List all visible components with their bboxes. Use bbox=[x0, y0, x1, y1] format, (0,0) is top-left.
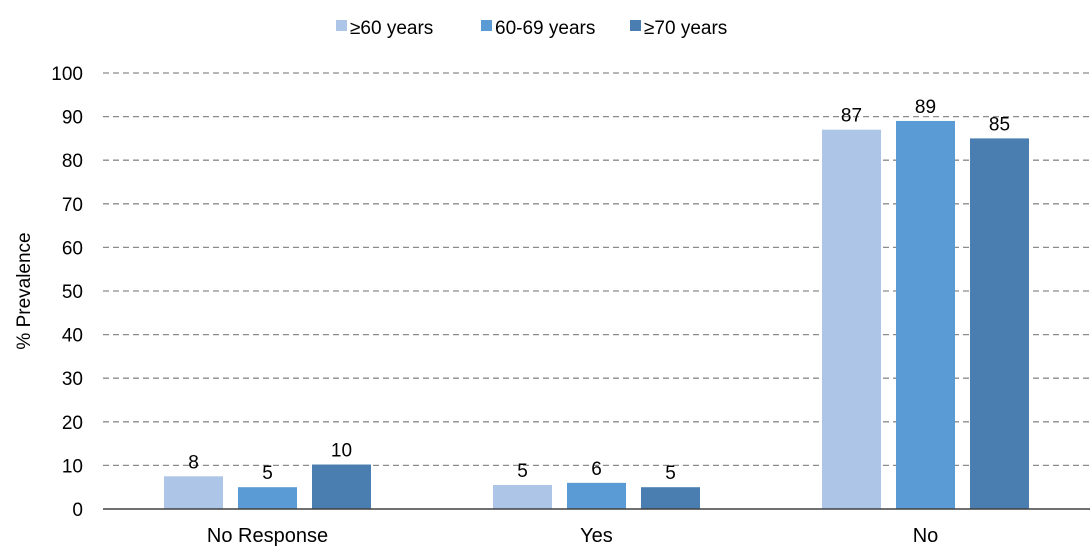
legend: ≥60 years 60-69 years ≥70 years bbox=[336, 18, 727, 39]
bar bbox=[970, 138, 1029, 509]
bar bbox=[164, 476, 223, 509]
data-label: 8 bbox=[188, 452, 199, 473]
data-label: 5 bbox=[517, 461, 528, 482]
legend-label: ≥70 years bbox=[644, 18, 727, 39]
y-tick-label: 10 bbox=[62, 456, 83, 477]
axes: 0 10 20 30 40 50 60 70 80 90 100 No Response Yes No bbox=[51, 64, 1090, 547]
y-tick-label: 50 bbox=[62, 282, 83, 303]
data-label: 10 bbox=[331, 441, 352, 462]
y-tick-label: 20 bbox=[62, 413, 83, 434]
x-category-label: No Response bbox=[207, 525, 328, 547]
bar bbox=[493, 485, 552, 509]
y-tick-label: 30 bbox=[62, 369, 83, 390]
data-label: 89 bbox=[915, 97, 936, 118]
bar bbox=[896, 120, 955, 510]
bar bbox=[312, 464, 371, 509]
legend-label: ≥60 years bbox=[350, 18, 433, 39]
bar bbox=[238, 487, 297, 509]
y-tick-label: 0 bbox=[72, 500, 83, 521]
data-label: 6 bbox=[591, 459, 602, 480]
legend-swatch bbox=[336, 20, 347, 31]
y-tick-label: 80 bbox=[62, 151, 83, 172]
bar bbox=[567, 482, 626, 509]
y-tick-label: 70 bbox=[62, 195, 83, 216]
data-label: 85 bbox=[989, 114, 1010, 135]
gridlines bbox=[103, 72, 1090, 467]
legend-swatch bbox=[481, 20, 492, 31]
legend-label: 60-69 years bbox=[495, 18, 595, 39]
y-tick-label: 60 bbox=[62, 238, 83, 259]
x-category-label: No bbox=[913, 525, 939, 547]
data-label: 87 bbox=[841, 106, 862, 127]
y-tick-label: 100 bbox=[51, 64, 83, 85]
bar bbox=[641, 487, 700, 509]
bar bbox=[822, 129, 881, 509]
data-label: 5 bbox=[665, 463, 676, 484]
legend-swatch bbox=[630, 20, 641, 31]
y-tick-label: 90 bbox=[62, 108, 83, 129]
bars bbox=[164, 120, 1029, 510]
y-tick-label: 40 bbox=[62, 326, 83, 347]
data-label: 5 bbox=[262, 463, 273, 484]
x-category-label: Yes bbox=[580, 525, 613, 547]
y-axis-title: % Prevalence bbox=[14, 232, 35, 349]
